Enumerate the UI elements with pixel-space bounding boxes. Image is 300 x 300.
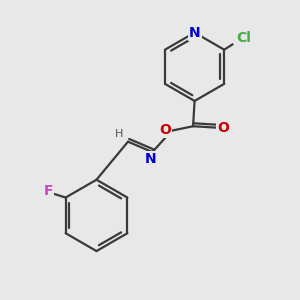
- Text: O: O: [159, 123, 171, 137]
- Text: O: O: [218, 121, 230, 135]
- Text: N: N: [189, 26, 200, 40]
- Text: Cl: Cl: [237, 31, 251, 45]
- Text: N: N: [145, 152, 157, 166]
- Text: H: H: [115, 129, 123, 139]
- Text: F: F: [44, 184, 53, 198]
